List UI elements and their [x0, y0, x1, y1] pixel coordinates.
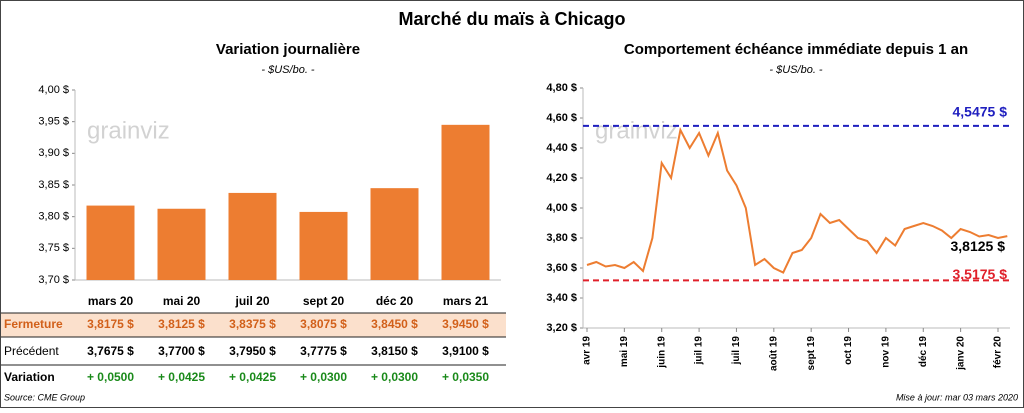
variation: + 0,0425: [158, 370, 205, 384]
x-tick-label: juin 19: [656, 336, 667, 369]
closing-price: 3,9450 $: [442, 317, 489, 331]
y-tick-label: 3,70 $: [38, 274, 69, 286]
x-tick-label: juil 19: [694, 336, 705, 366]
x-tick-label: oct 19: [843, 336, 854, 365]
variation: + 0,0300: [300, 370, 347, 384]
closing-price: 3,8125 $: [158, 317, 205, 331]
watermark: grainviz: [87, 117, 170, 144]
y-tick-label: 3,20 $: [546, 322, 577, 334]
x-tick-label: août 19: [768, 336, 779, 371]
chart-title: Comportement échéance immédiate depuis 1…: [624, 41, 968, 58]
chart-subtitle: - $US/bo. -: [769, 64, 823, 76]
previous-price: 3,8150 $: [371, 344, 418, 358]
previous-price: 3,7675 $: [87, 344, 134, 358]
variation: + 0,0350: [442, 370, 489, 384]
row-label: Fermeture: [4, 317, 63, 331]
bar: [228, 192, 277, 280]
price-line: [586, 126, 1008, 274]
variation: + 0,0425: [229, 370, 276, 384]
x-tick-label: avr 19: [582, 336, 593, 365]
bar: [157, 208, 206, 280]
bar: [370, 188, 419, 280]
y-tick-label: 3,80 $: [38, 211, 69, 223]
previous-price: 3,7950 $: [229, 344, 276, 358]
closing-price: 3,8175 $: [87, 317, 134, 331]
closing-price: 3,8075 $: [300, 317, 347, 331]
previous-price: 3,7775 $: [300, 344, 347, 358]
y-tick-label: 3,60 $: [546, 262, 577, 274]
last-price-label: 3,8125 $: [951, 238, 1006, 254]
bar: [441, 124, 490, 280]
x-tick-label: mars 21: [443, 294, 489, 308]
x-tick-label: mars 20: [88, 294, 134, 308]
reference-label: 4,5475 $: [953, 104, 1008, 120]
x-tick-label: juil 19: [731, 336, 742, 366]
closing-price: 3,8450 $: [371, 317, 418, 331]
updated: Mise à jour: mar 03 mars 2020: [896, 392, 1018, 402]
chart-subtitle: - $US/bo. -: [261, 64, 315, 76]
variation: + 0,0500: [87, 370, 134, 384]
y-tick-label: 4,40 $: [546, 142, 577, 154]
x-tick-label: mai 20: [163, 294, 201, 308]
page-title: Marché du maïs à Chicago: [398, 9, 625, 29]
row-label: Variation: [4, 370, 55, 384]
y-tick-label: 4,00 $: [38, 84, 69, 96]
y-tick-label: 4,20 $: [546, 172, 577, 184]
bar: [299, 211, 348, 280]
previous-price: 3,7700 $: [158, 344, 205, 358]
x-tick-label: déc 20: [376, 294, 414, 308]
x-tick-label: sept 20: [303, 294, 345, 308]
x-tick-label: janv 20: [955, 336, 966, 371]
y-tick-label: 3,75 $: [38, 242, 69, 254]
previous-price: 3,9100 $: [442, 344, 489, 358]
x-tick-label: sept 19: [806, 336, 817, 371]
chart-title: Variation journalière: [216, 41, 360, 58]
y-tick-label: 4,00 $: [546, 202, 577, 214]
y-tick-label: 3,85 $: [38, 179, 69, 191]
x-tick-label: nov 19: [881, 336, 892, 368]
y-tick-label: 3,80 $: [546, 232, 577, 244]
y-tick-label: 4,60 $: [546, 112, 577, 124]
source: Source: CME Group: [4, 392, 85, 402]
closing-price: 3,8375 $: [229, 317, 276, 331]
row-label: Précédent: [4, 344, 59, 358]
y-tick-label: 3,95 $: [38, 116, 69, 128]
y-tick-label: 3,40 $: [546, 292, 577, 304]
watermark: grainviz: [595, 117, 678, 144]
table-row-bg: [1, 313, 506, 337]
variation: + 0,0300: [371, 370, 418, 384]
x-tick-label: févr 20: [993, 336, 1004, 369]
reference-label: 3,5175 $: [953, 266, 1008, 282]
x-tick-label: mai 19: [619, 336, 630, 368]
x-tick-label: déc 19: [918, 336, 929, 368]
y-tick-label: 4,80 $: [546, 82, 577, 94]
x-tick-label: juil 20: [234, 294, 269, 308]
bar: [86, 205, 135, 280]
y-tick-label: 3,90 $: [38, 147, 69, 159]
